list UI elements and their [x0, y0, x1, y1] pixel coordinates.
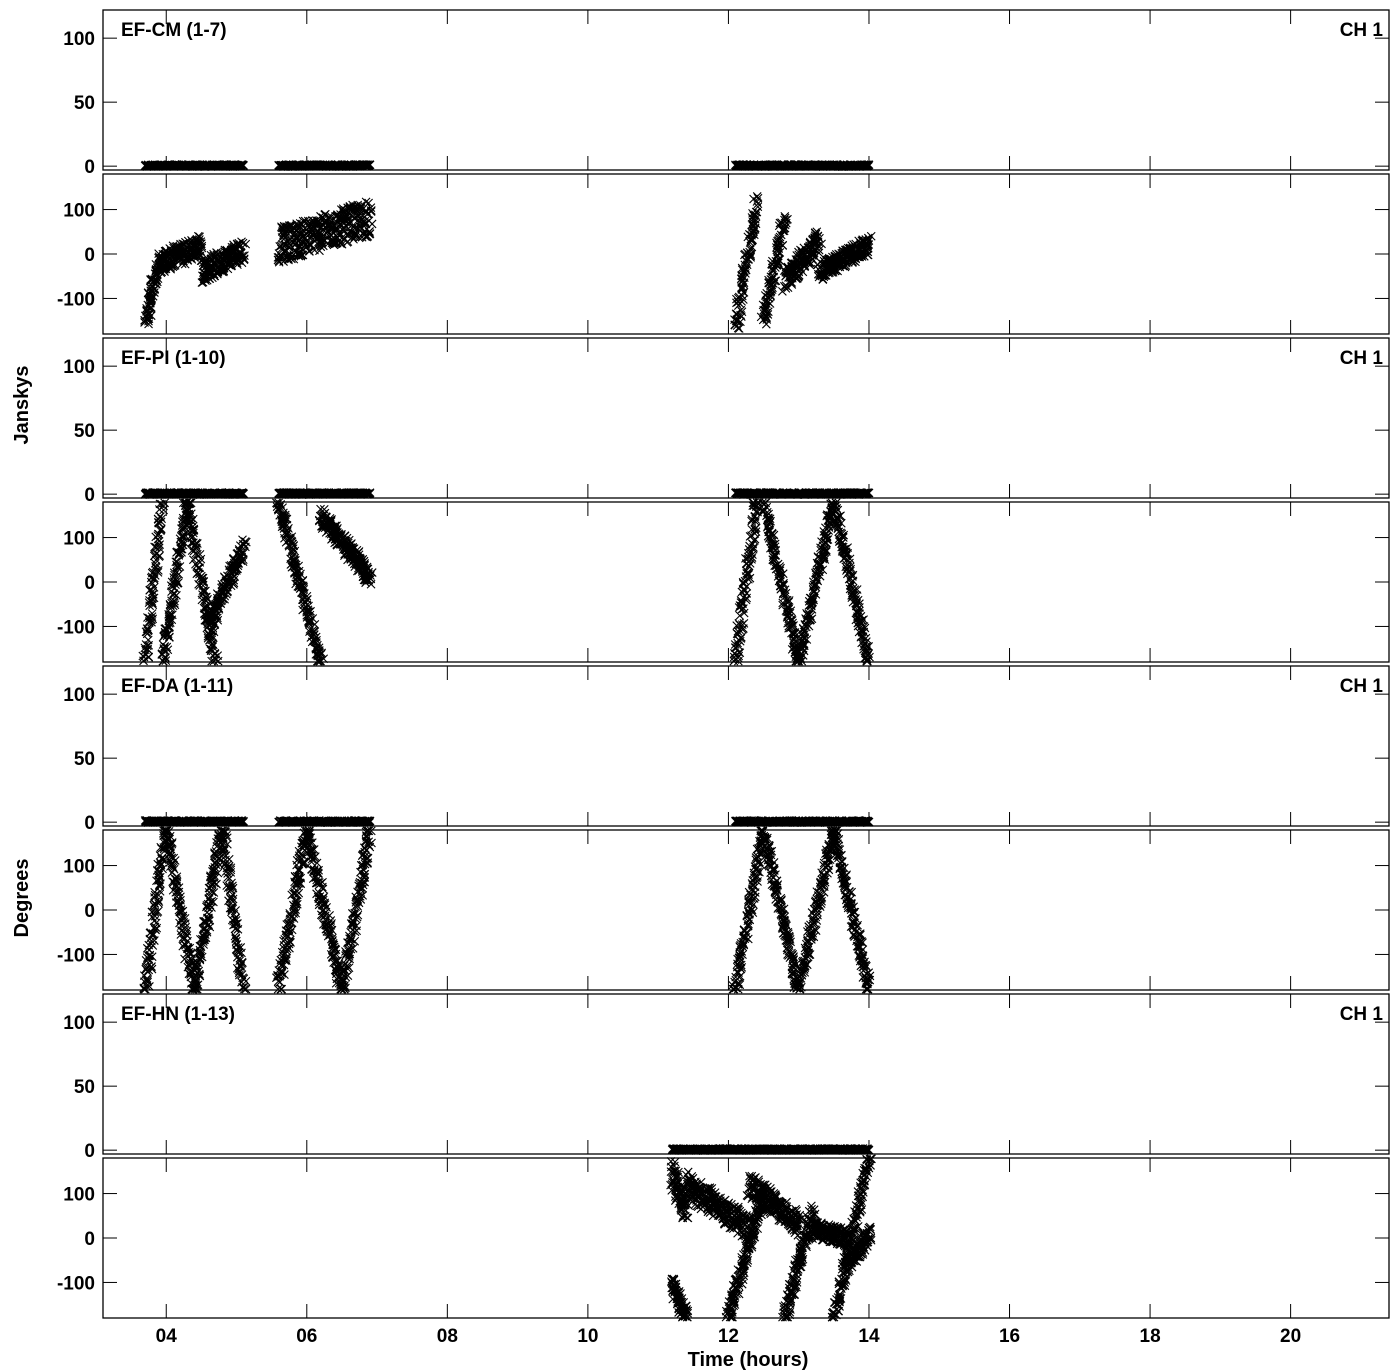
amplitude-series	[140, 816, 874, 827]
baseline-panel: 100 50 0 100 0 -100 EF-DA (1-11) CH 1	[57, 665, 1390, 994]
phase-tick-label: -100	[57, 617, 95, 638]
channel-label: CH 1	[1340, 676, 1384, 697]
phase-point	[237, 237, 246, 247]
phase-point	[278, 240, 287, 250]
phase-tick-label: 0	[84, 245, 95, 266]
phase-point	[160, 498, 170, 508]
phase-series	[140, 192, 876, 333]
phase-point	[217, 266, 227, 275]
amplitude-point	[864, 160, 874, 170]
phase-point	[361, 197, 371, 207]
phase-tick-label: -100	[57, 945, 95, 966]
amplitude-point	[239, 160, 249, 170]
baseline-panel: 100 50 0 100 0 -100 EF-PI (1-10) CH 1	[57, 337, 1390, 666]
phase-tick-label: 100	[63, 529, 95, 550]
baseline-panel: 100 50 0 100 0 -100 EF-CM (1-7) CH 1	[57, 9, 1390, 335]
phase-point	[235, 248, 245, 258]
phase-point	[366, 579, 376, 589]
phase-point	[197, 241, 207, 251]
phase-point	[367, 219, 377, 229]
phase-point	[194, 246, 203, 255]
amp-tick-label: 50	[74, 421, 95, 442]
amp-tick-label: 50	[74, 93, 95, 114]
phase-point	[202, 266, 211, 276]
phase-series	[138, 498, 874, 666]
amplitude-series	[140, 488, 874, 499]
amp-tick-label: 50	[74, 749, 95, 770]
phase-tick-label: 0	[84, 573, 95, 594]
phase-point	[366, 207, 376, 216]
phase-tick-label: -100	[57, 289, 95, 310]
amplitude-point	[365, 160, 375, 170]
amplitude-frame	[102, 337, 1390, 499]
amplitude-frame	[102, 9, 1390, 171]
panels-layer: 100 50 0 100 0 -100 EF-CM (1-7) CH 1 100 50 0 100 0 -…	[57, 9, 1390, 1322]
phase-point	[280, 231, 289, 241]
phase-point	[150, 288, 159, 297]
amp-tick-label: 100	[63, 357, 95, 378]
channel-label: CH 1	[1340, 20, 1384, 41]
phase-tick-label: 0	[84, 901, 95, 922]
phase-point	[241, 239, 251, 249]
phase-tick-label: 100	[63, 857, 95, 878]
channel-label: CH 1	[1340, 348, 1384, 369]
phase-point	[213, 656, 223, 666]
phase-point	[194, 237, 204, 247]
phase-point	[194, 249, 204, 259]
phase-point	[778, 241, 788, 250]
amp-tick-label: 0	[84, 485, 95, 506]
phase-point	[287, 254, 296, 264]
amp-tick-label: 100	[63, 29, 95, 50]
phase-point	[149, 277, 159, 287]
amplitude-series	[140, 160, 874, 171]
baseline-label: EF-CM (1-7)	[121, 20, 227, 41]
phase-tick-label: 100	[63, 201, 95, 222]
phase-point	[155, 551, 165, 560]
amplitude-point	[864, 161, 873, 171]
amplitude-frame	[102, 665, 1390, 827]
amp-tick-label: 0	[84, 813, 95, 834]
phase-point	[239, 255, 249, 265]
phase-point	[209, 249, 218, 259]
amp-tick-label: 0	[84, 157, 95, 178]
baseline-label: EF-PI (1-10)	[121, 348, 226, 369]
baseline-label: EF-DA (1-11)	[121, 676, 233, 697]
phase-point	[199, 272, 209, 282]
amp-tick-label: 100	[63, 685, 95, 706]
